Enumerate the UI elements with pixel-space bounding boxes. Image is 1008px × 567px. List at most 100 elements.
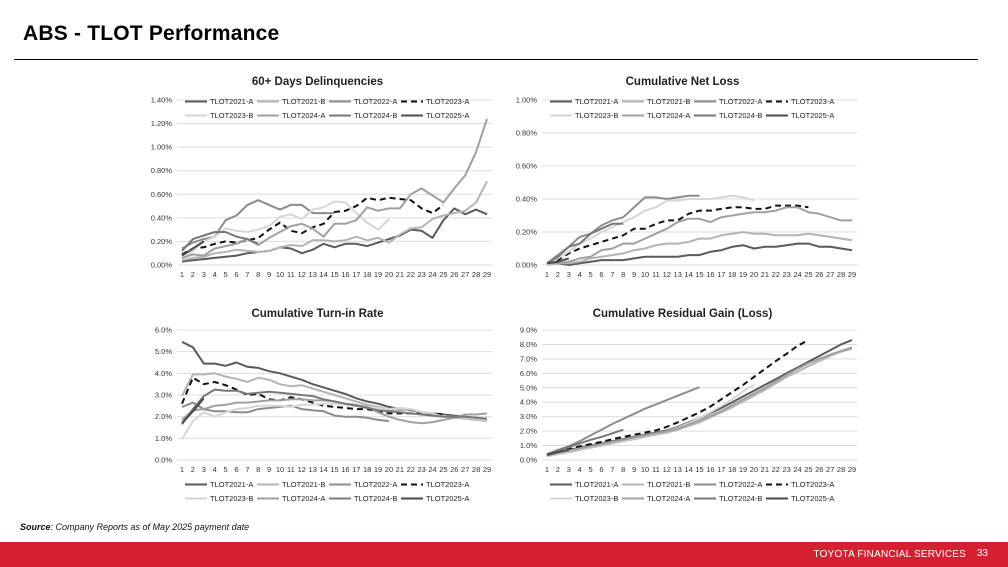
y-tick-label: 3.0% (520, 412, 537, 421)
x-tick-label: 4 (578, 270, 582, 279)
chart-title: Cumulative Net Loss (626, 76, 740, 88)
x-tick-label: 4 (213, 465, 217, 474)
legend-item-tlot2021-b: TLOT2021-B (257, 480, 325, 489)
legend-label: TLOT2025-A (791, 111, 834, 120)
x-tick-label: 24 (793, 270, 801, 279)
legend-item-tlot2024-b: TLOT2024-B (329, 111, 397, 120)
x-tick-label: 6 (599, 270, 603, 279)
legend-item-tlot2022-a: TLOT2022-A (329, 480, 397, 489)
legend-item-tlot2024-a: TLOT2024-A (257, 494, 325, 503)
x-tick-label: 3 (567, 270, 571, 279)
legend-item-tlot2022-a: TLOT2022-A (329, 97, 397, 106)
x-tick-label: 23 (782, 270, 790, 279)
x-tick-label: 21 (396, 270, 404, 279)
legend-item-tlot2023-b: TLOT2023-B (185, 494, 253, 503)
legend-label: TLOT2022-A (719, 97, 762, 106)
x-tick-label: 25 (439, 465, 447, 474)
legend-label: TLOT2021-B (647, 97, 690, 106)
legend-item-tlot2023-b: TLOT2023-B (185, 111, 253, 120)
x-tick-label: 29 (848, 465, 856, 474)
x-tick-label: 14 (684, 270, 692, 279)
series-line-tlot2024-b (181, 388, 488, 425)
legend-item-tlot2021-a: TLOT2021-A (185, 480, 253, 489)
legend-item-tlot2024-a: TLOT2024-A (622, 494, 690, 503)
x-tick-label: 22 (407, 270, 415, 279)
x-tick-label: 1 (180, 270, 184, 279)
series-line-tlot2021-a (181, 341, 488, 420)
y-tick-label: 0.80% (151, 166, 173, 175)
x-tick-label: 20 (750, 465, 758, 474)
x-tick-label: 9 (632, 270, 636, 279)
x-tick-label: 14 (319, 270, 327, 279)
series-line-tlot2024-a (547, 206, 852, 265)
y-tick-label: 1.0% (520, 441, 537, 450)
x-tick-label: 6 (599, 465, 603, 474)
x-tick-label: 29 (483, 465, 491, 474)
x-tick-label: 19 (739, 270, 747, 279)
series-line-tlot2022-a (546, 194, 700, 265)
x-tick-label: 16 (706, 270, 714, 279)
legend-label: TLOT2021-B (647, 480, 690, 489)
series-line-tlot2023-a (181, 196, 445, 256)
x-tick-label: 28 (837, 465, 845, 474)
y-tick-label: 1.00% (151, 143, 173, 152)
x-tick-label: 19 (374, 465, 382, 474)
x-tick-label: 2 (556, 465, 560, 474)
y-tick-label: 1.20% (151, 119, 173, 128)
chart-title: Cumulative Residual Gain (Loss) (593, 308, 773, 320)
legend-item-tlot2025-a: TLOT2025-A (401, 494, 469, 503)
legend-item-tlot2021-b: TLOT2021-B (257, 97, 325, 106)
legend-item-tlot2021-a: TLOT2021-A (550, 97, 618, 106)
x-tick-label: 11 (652, 270, 660, 279)
series-line-tlot2023-a (546, 339, 809, 456)
x-tick-label: 3 (202, 465, 206, 474)
series-line-tlot2021-a (181, 207, 488, 263)
legend-label: TLOT2023-B (575, 111, 618, 120)
y-tick-label: 1.00% (516, 96, 538, 105)
y-tick-label: 2.0% (155, 412, 172, 421)
x-tick-label: 17 (717, 465, 725, 474)
x-tick-label: 22 (407, 465, 415, 474)
x-tick-label: 20 (750, 270, 758, 279)
page-title: ABS - TLOT Performance (23, 22, 280, 45)
x-tick-label: 8 (621, 465, 625, 474)
x-tick-label: 22 (772, 465, 780, 474)
x-tick-label: 5 (588, 465, 592, 474)
legend-label: TLOT2024-B (719, 494, 762, 503)
x-tick-label: 10 (641, 465, 649, 474)
footer-brand: TOYOTA FINANCIAL SERVICES (813, 549, 966, 560)
series-line-tlot2025-a (546, 448, 569, 456)
legend-label: TLOT2021-B (282, 97, 325, 106)
legend-label: TLOT2024-B (719, 111, 762, 120)
legend-label: TLOT2021-A (210, 480, 253, 489)
legend-label: TLOT2022-A (354, 480, 397, 489)
y-tick-label: 4.0% (520, 398, 537, 407)
series-line-tlot2024-b (181, 231, 259, 252)
legend-label: TLOT2024-A (647, 111, 690, 120)
x-tick-label: 14 (319, 465, 327, 474)
legend-label: TLOT2022-A (719, 480, 762, 489)
title-divider (14, 59, 978, 60)
chart-cumulative-net-loss: Cumulative Net Loss 0.00% 0.20% 0.40% 0.60% 0… (500, 70, 865, 280)
x-tick-label: 24 (428, 270, 436, 279)
legend-label: TLOT2023-B (210, 111, 253, 120)
series-line-tlot2023-b (181, 200, 390, 260)
y-tick-label: 0.20% (151, 237, 173, 246)
legend-label: TLOT2024-A (282, 494, 325, 503)
legend-label: TLOT2024-B (354, 494, 397, 503)
x-tick-label: 7 (245, 465, 249, 474)
footer-bar: TOYOTA FINANCIAL SERVICES 33 (0, 542, 1008, 567)
x-tick-label: 27 (461, 465, 469, 474)
x-tick-label: 2 (191, 465, 195, 474)
legend-item-tlot2023-b: TLOT2023-B (550, 494, 618, 503)
series-line-tlot2024-b (546, 428, 624, 456)
x-tick-label: 27 (826, 465, 834, 474)
x-tick-label: 13 (309, 465, 317, 474)
x-tick-label: 5 (588, 270, 592, 279)
series-line-tlot2025-a (546, 257, 570, 265)
x-tick-label: 7 (610, 465, 614, 474)
source-label: Source (20, 522, 51, 532)
x-tick-label: 11 (652, 465, 660, 474)
legend-label: TLOT2025-A (791, 494, 834, 503)
x-tick-label: 26 (450, 465, 458, 474)
